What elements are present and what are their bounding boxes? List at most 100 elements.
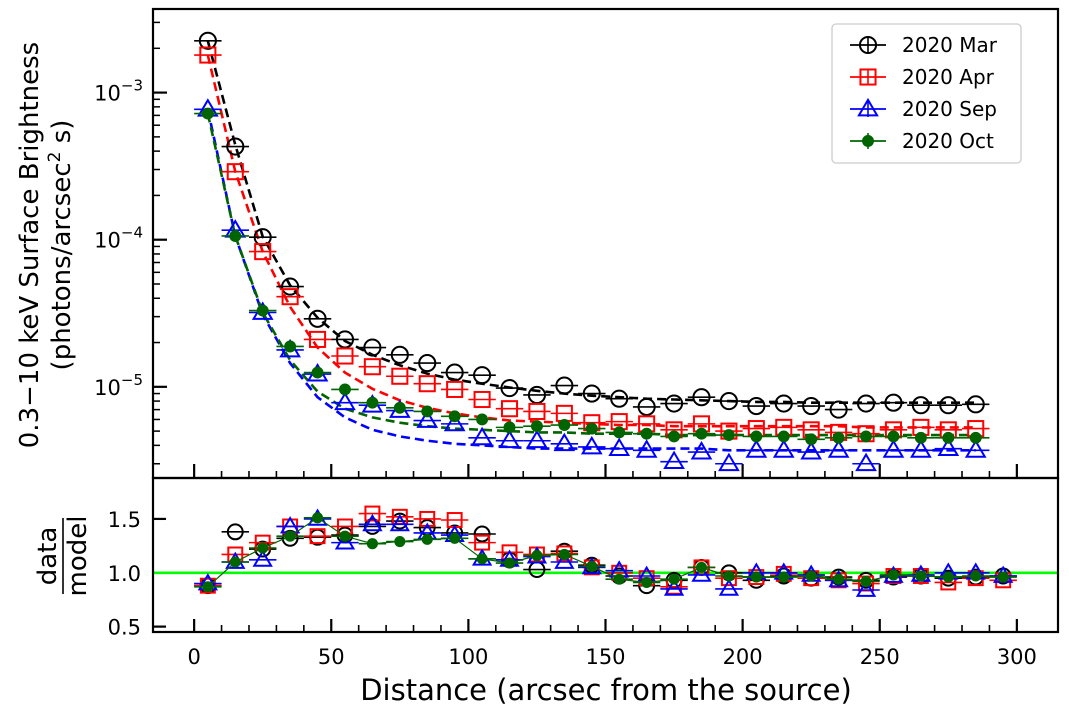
ratio-point-2020-oct: [613, 573, 625, 585]
data-point-2020-apr: [363, 358, 381, 376]
data-point-2020-sep: [553, 432, 576, 452]
data-point-2020-mar: [829, 400, 848, 419]
data-point-2020-mar: [966, 395, 985, 414]
data-point-2020-oct: [558, 419, 571, 431]
ratio-point-2020-sep: [334, 532, 356, 550]
ratio-point-2020-oct: [421, 533, 433, 545]
ratio-point-2020-oct: [805, 570, 817, 582]
ratio-point-2020-oct: [860, 575, 872, 587]
ratio-y-tick-label: 1.0: [108, 562, 141, 586]
data-point-2020-sep: [855, 452, 877, 472]
ratio-point-2020-oct: [229, 556, 241, 568]
data-point-2020-mar: [582, 384, 601, 403]
data-point-2020-apr: [281, 288, 299, 306]
data-point-2020-apr: [391, 367, 409, 385]
data-point-2020-sep: [635, 439, 658, 458]
legend-marker-2020-oct: [862, 135, 874, 147]
data-point-2020-mar: [802, 396, 821, 416]
data-point-2020-apr: [528, 402, 546, 421]
data-point-2020-oct: [339, 383, 351, 396]
data-point-2020-oct: [805, 433, 818, 446]
data-point-2020-sep: [745, 439, 768, 458]
data-point-2020-oct: [393, 401, 406, 414]
legend-label-2020-sep: 2020 Sep: [902, 97, 997, 121]
ratio-point-2020-oct: [833, 573, 845, 585]
ratio-y-axis-denominator: model: [63, 516, 93, 597]
top-y-tick-label: 10−3: [94, 77, 143, 106]
ratio-y-tick-label: 1.5: [108, 508, 141, 532]
data-point-2020-mar: [363, 338, 382, 357]
ratio-point-2020-sep: [389, 513, 410, 532]
data-point-2020-oct: [832, 431, 845, 444]
data-point-2020-oct: [777, 430, 790, 443]
data-point-2020-oct: [585, 422, 598, 435]
data-point-2020-mar: [610, 389, 629, 408]
data-point-2020-sep: [580, 435, 603, 455]
ratio-axes-frame: [151, 476, 1060, 634]
ratio-point-2020-oct: [970, 570, 982, 582]
ratio-point-2020-sep: [362, 513, 383, 532]
x-tick-label: 150: [585, 645, 625, 669]
data-point-2020-mar: [884, 393, 903, 412]
data-point-2020-mar: [692, 388, 711, 407]
data-point-2020-mar: [390, 345, 409, 364]
ratio-point-2020-oct: [942, 571, 954, 583]
data-point-2020-apr: [473, 390, 491, 409]
data-point-2020-oct: [942, 431, 955, 444]
x-tick-label: 300: [997, 645, 1037, 669]
ratio-point-2020-apr: [309, 528, 326, 545]
legend-marker-2020-mar: [858, 35, 878, 55]
data-point-2020-sep: [964, 439, 987, 458]
data-point-2020-oct: [448, 410, 461, 423]
ratio-point-2020-sep: [855, 579, 877, 597]
data-point-2020-oct: [722, 429, 735, 442]
legend-box: [831, 23, 1022, 164]
data-point-2020-oct: [695, 427, 708, 440]
data-point-2020-apr: [418, 375, 436, 393]
data-point-2020-oct: [421, 405, 434, 418]
data-point-2020-apr: [336, 347, 354, 365]
legend-label-2020-apr: 2020 Apr: [902, 65, 995, 89]
data-point-2020-oct: [887, 430, 900, 443]
ratio-point-2020-mar: [226, 523, 244, 541]
data-point-2020-mar: [747, 396, 766, 416]
data-point-2020-mar: [637, 397, 656, 416]
ratio-point-2020-mar: [473, 525, 491, 543]
data-point-2020-sep: [718, 452, 740, 472]
ratio-point-2020-oct: [476, 553, 488, 565]
ratio-point-2020-oct: [997, 571, 1009, 583]
ratio-point-2020-oct: [339, 530, 351, 542]
x-tick-label: 50: [318, 645, 345, 669]
legend-label-2020-oct: 2020 Oct: [902, 129, 994, 153]
ratio-point-2020-oct: [257, 542, 269, 554]
ratio-point-2020-oct: [394, 535, 406, 548]
data-point-2020-mar: [308, 309, 327, 328]
data-point-2020-oct: [860, 430, 872, 443]
data-point-2020-apr: [226, 163, 244, 181]
data-point-2020-mar: [856, 394, 876, 413]
x-tick-label: 200: [723, 645, 763, 669]
ratio-point-2020-oct: [284, 530, 296, 542]
ratio-point-2020-sep: [691, 564, 712, 582]
data-point-2020-oct: [530, 420, 543, 433]
data-point-2020-oct: [750, 430, 763, 443]
data-point-2020-sep: [663, 450, 685, 470]
data-point-2020-sep: [471, 426, 493, 446]
data-point-2020-sep: [526, 429, 548, 449]
data-point-2020-mar: [253, 228, 272, 247]
data-point-2020-sep: [416, 409, 439, 428]
ratio-panel: 0 50 100 150 200 250 300 0.5 1.0 1.5: [108, 476, 1060, 669]
data-point-2020-mar: [473, 366, 492, 385]
data-point-2020-oct: [613, 426, 626, 439]
ratio-point-2020-oct: [695, 561, 708, 573]
ratio-point-2020-oct: [915, 570, 927, 582]
ratio-point-2020-mar: [363, 518, 381, 535]
ratio-point-2020-oct: [366, 538, 378, 550]
ratio-point-2020-oct: [202, 581, 214, 593]
data-point-2020-oct: [284, 340, 297, 353]
ratio-point-2020-oct: [723, 570, 735, 582]
ratio-point-2020-sep: [718, 578, 740, 596]
data-point-2020-mar: [719, 392, 738, 411]
ratio-y-axis-title: data model: [33, 516, 93, 597]
top-y-tick-label: 10−5: [94, 371, 143, 400]
